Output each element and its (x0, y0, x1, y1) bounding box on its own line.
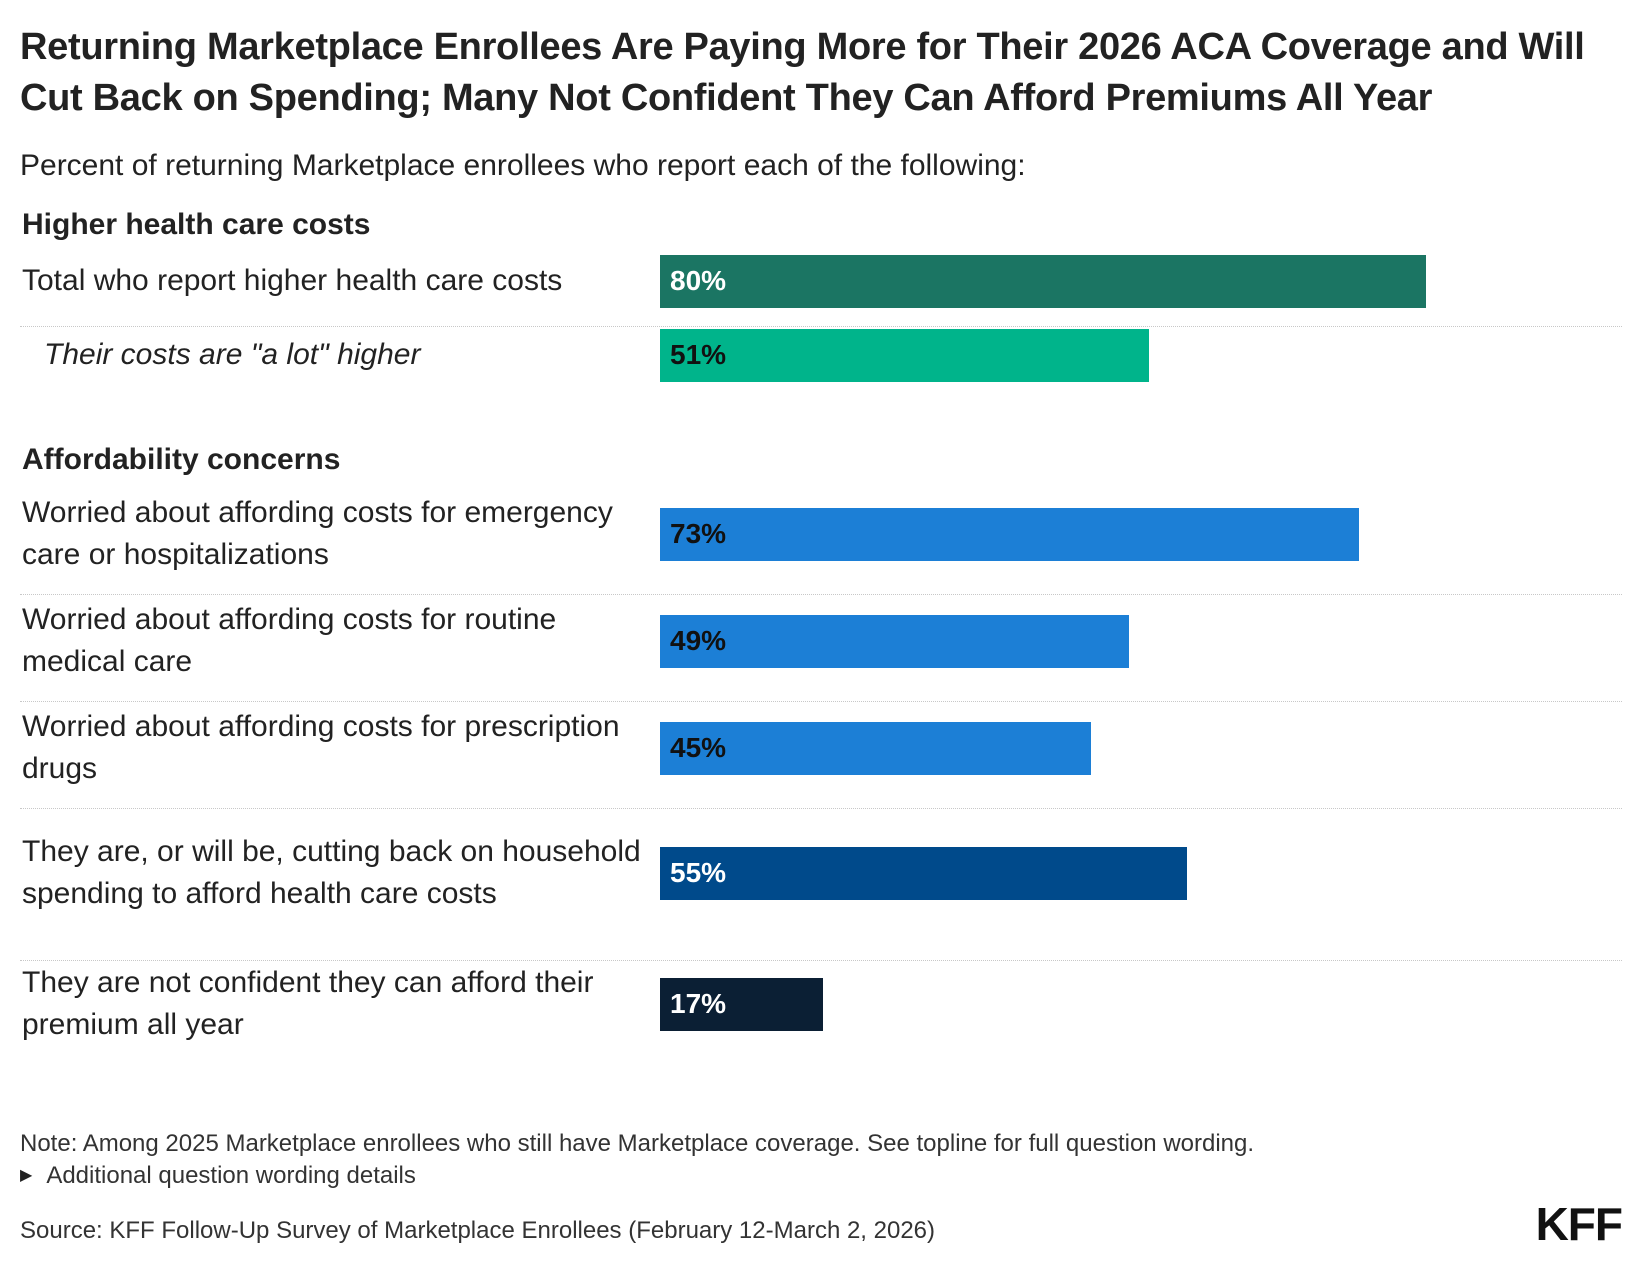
bar-category-label: Worried about affording costs for emerge… (22, 496, 613, 571)
row-divider (20, 326, 1622, 327)
bar-category-label: They are not confident they can afford t… (22, 966, 594, 1041)
bar-value-label: 73% (670, 518, 727, 549)
bar-value-label: 49% (670, 625, 727, 656)
bar-value-label: 80% (670, 265, 727, 296)
bar-value-label: 51% (670, 339, 727, 370)
bar-value-label: 45% (670, 732, 727, 763)
chart-title: Returning Marketplace Enrollees Are Payi… (20, 26, 1585, 119)
bar-category-label: Worried about affording costs for prescr… (22, 710, 620, 785)
bar: 49% (660, 614, 1129, 668)
bar-category-label: Total who report higher health care cost… (22, 264, 563, 297)
bar-category-label: Worried about affording costs for routin… (22, 603, 557, 678)
bar-value-label: 17% (670, 988, 727, 1019)
row-divider (20, 594, 1622, 595)
bar: 45% (660, 721, 1091, 775)
details-label: Additional question wording details (46, 1162, 416, 1189)
chart-subtitle: Percent of returning Marketplace enrolle… (20, 149, 1026, 182)
row-divider (20, 808, 1622, 809)
chart-source: Source: KFF Follow-Up Survey of Marketpl… (20, 1217, 936, 1244)
kff-logo: KFF (1535, 1198, 1623, 1250)
bar-category-label: They are, or will be, cutting back on ho… (22, 835, 641, 910)
bar-value-label: 55% (670, 857, 727, 888)
group-label: Higher health care costs (22, 208, 371, 241)
bar: 55% (660, 846, 1187, 900)
chart-note: Note: Among 2025 Marketplace enrollees w… (20, 1130, 1255, 1157)
group-label: Affordability concerns (22, 443, 341, 476)
row-divider (20, 960, 1622, 961)
row-divider (20, 701, 1622, 702)
bar-category-label: Their costs are "a lot" higher (44, 338, 421, 371)
disclosure-triangle-icon: ▶ (20, 1167, 33, 1184)
bar: 17% (660, 977, 823, 1031)
bar: 51% (660, 328, 1149, 382)
bar: 80% (660, 254, 1426, 308)
question-wording-details-toggle[interactable]: ▶ Additional question wording details (20, 1160, 416, 1192)
bar: 73% (660, 507, 1359, 561)
